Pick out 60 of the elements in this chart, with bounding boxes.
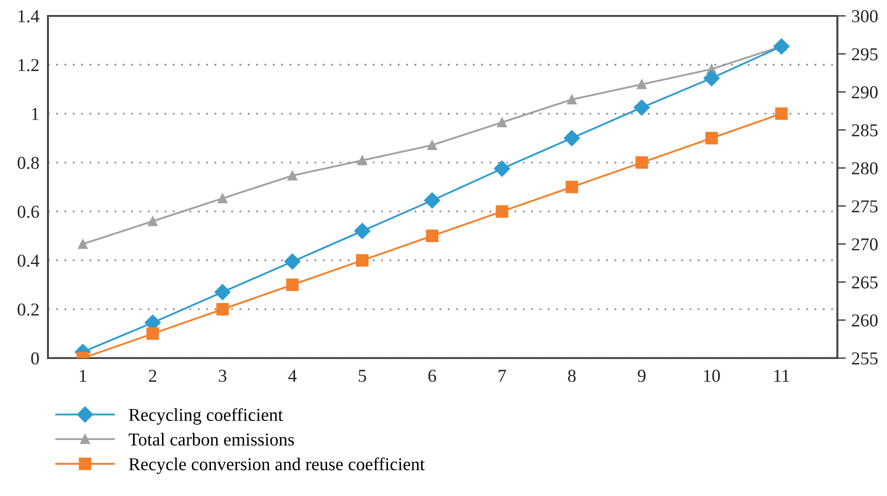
legend-label: Total carbon emissions: [128, 432, 294, 446]
y-tick-label: 0.4: [18, 254, 40, 267]
point: [218, 194, 228, 204]
x-tick-label: 3: [218, 370, 226, 382]
y-tick-label: 0.8: [18, 156, 39, 170]
y2-tick-label: 260: [852, 314, 878, 327]
x-tick-label: 1: [80, 370, 86, 382]
y-tick-label: 1.4: [18, 10, 40, 22]
point: [494, 160, 510, 177]
point: [78, 239, 88, 249]
point: [214, 284, 231, 300]
point: [497, 117, 507, 128]
x-tick-label: 9: [638, 370, 646, 382]
legend-label: Recycling coefficient: [128, 408, 283, 425]
y2-tick-label: 295: [852, 48, 878, 60]
x-tick-label: 2: [148, 370, 156, 382]
point: [496, 205, 508, 218]
point: [284, 253, 300, 270]
point: [704, 70, 720, 86]
point: [354, 222, 370, 240]
y2-tick-label: 265: [852, 276, 878, 288]
y-tick-label: 0.6: [18, 206, 40, 218]
y2-tick-label: 270: [852, 238, 878, 250]
point: [357, 156, 368, 166]
y2-tick-label: 275: [852, 200, 878, 212]
y2-tick-label: 290: [852, 86, 878, 98]
y2-tick-label: 300: [852, 10, 878, 22]
x-tick-label: 10: [704, 370, 720, 382]
point: [635, 156, 648, 169]
x-tick-label: 11: [774, 370, 790, 382]
point: [427, 140, 437, 150]
point: [286, 278, 299, 292]
point: [426, 230, 438, 242]
y2-tick-label: 280: [852, 162, 878, 174]
x-tick-label: 5: [358, 370, 366, 382]
y-tick-label: 1: [32, 108, 38, 120]
point: [564, 130, 580, 146]
point: [566, 94, 577, 104]
point: [705, 132, 718, 144]
point: [636, 79, 647, 90]
point: [148, 216, 158, 226]
x-tick-label: 6: [428, 370, 436, 382]
x-tick-label: 7: [498, 370, 506, 382]
y2-tick-label: 255: [852, 352, 878, 365]
point: [356, 254, 369, 267]
point: [566, 180, 578, 194]
y2-tick-label: 285: [852, 124, 878, 136]
x-tick-label: 4: [288, 370, 297, 382]
y-tick-label: 0: [31, 352, 39, 365]
y-tick-label: 0.2: [18, 303, 39, 316]
x-tick-label: 8: [568, 370, 576, 382]
legend-label: Recycle conversion and reuse coefficient: [128, 457, 425, 474]
point: [773, 38, 790, 54]
point: [288, 170, 298, 180]
y-tick-label: 1.2: [18, 59, 39, 72]
point: [424, 192, 440, 208]
point: [146, 327, 159, 340]
point: [216, 302, 229, 316]
point: [634, 99, 650, 116]
point: [775, 107, 788, 120]
